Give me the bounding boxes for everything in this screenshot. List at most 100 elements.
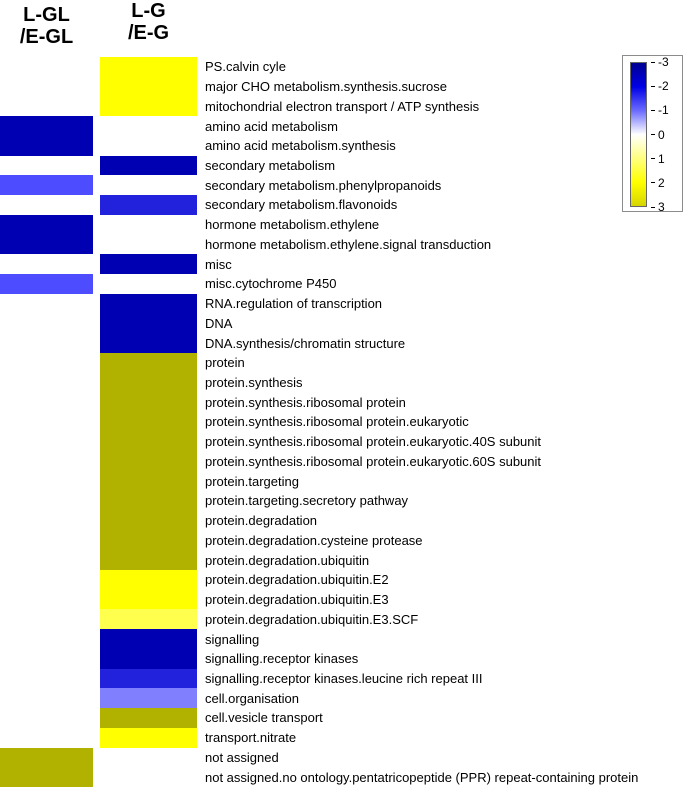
heatmap-cell-L-G/E-G — [100, 510, 197, 531]
legend-tick-mark — [651, 206, 655, 208]
row-label: secondary metabolism.phenylpropanoids — [205, 177, 442, 193]
heatmap-cell-L-G/E-G — [100, 96, 197, 117]
heatmap-cell-L-GL/E-GL — [0, 747, 93, 768]
heatmap-cell-L-G/E-G — [100, 293, 197, 314]
legend-tick: 0 — [651, 128, 665, 142]
row-label: protein.synthesis.ribosomal protein — [205, 394, 406, 410]
column-header-line1: L-G — [131, 0, 166, 22]
heatmap-row: not assigned — [0, 747, 685, 768]
heatmap-cell-L-G/E-G — [100, 648, 197, 669]
heatmap-cell-L-G/E-G — [100, 136, 197, 156]
row-label: protein.synthesis.ribosomal protein.euka… — [205, 453, 542, 469]
heatmap-row: RNA.regulation of transcription — [0, 293, 685, 314]
heatmap-cell-L-G/E-G — [100, 708, 197, 728]
row-label: RNA.regulation of transcription — [205, 296, 383, 312]
heatmap-cell-L-G/E-G — [100, 530, 197, 551]
heatmap-cell-L-GL/E-GL — [0, 471, 93, 491]
heatmap-cell-L-GL/E-GL — [0, 77, 93, 97]
heatmap-row: protein.degradation.ubiquitin — [0, 550, 685, 570]
legend-tick-mark — [651, 182, 655, 184]
row-label: hormone metabolism.ethylene — [205, 217, 380, 233]
heatmap-row: protein.degradation — [0, 510, 685, 531]
row-label: protein.degradation.ubiquitin.E3 — [205, 592, 389, 608]
heatmap-cell-L-G/E-G — [100, 767, 197, 787]
heatmap-cell-L-G/E-G — [100, 274, 197, 294]
heatmap-cell-L-GL/E-GL — [0, 254, 93, 274]
heatmap-cell-L-GL/E-GL — [0, 629, 93, 649]
heatmap-cell-L-G/E-G — [100, 254, 197, 275]
heatmap-cell-L-GL/E-GL — [0, 432, 93, 452]
row-label: secondary metabolism.flavonoids — [205, 197, 398, 213]
legend-ticks: -3 -2 -1 0 1 2 3 — [623, 55, 682, 214]
heatmap-cell-L-G/E-G — [100, 471, 197, 492]
heatmap-cell-L-GL/E-GL — [0, 669, 93, 689]
heatmap-cell-L-G/E-G — [100, 412, 197, 432]
row-label: amino acid metabolism — [205, 118, 338, 134]
row-label: transport.nitrate — [205, 730, 297, 746]
heatmap-cell-L-GL/E-GL — [0, 294, 93, 314]
row-label: signalling.receptor kinases — [205, 651, 359, 667]
heatmap-cell-L-G/E-G — [100, 313, 197, 334]
heatmap-row: protein.synthesis.ribosomal protein.euka… — [0, 431, 685, 452]
heatmap-row: signalling.receptor kinases — [0, 648, 685, 669]
heatmap-cell-L-GL/E-GL — [0, 708, 93, 728]
row-label: protein.synthesis — [205, 375, 303, 391]
heatmap-cell-L-GL/E-GL — [0, 353, 93, 373]
heatmap-cell-L-G/E-G — [100, 569, 197, 590]
heatmap-cell-L-G/E-G — [100, 727, 197, 748]
row-label: signalling — [205, 631, 260, 647]
legend-tick: 2 — [651, 176, 665, 190]
legend-tick-label: -1 — [658, 103, 669, 118]
row-label: misc.cytochrome P450 — [205, 276, 337, 292]
row-label: amino acid metabolism.synthesis — [205, 138, 396, 154]
heatmap-row: cell.organisation — [0, 688, 685, 709]
heatmap-row: secondary metabolism.phenylpropanoids — [0, 175, 685, 196]
legend-tick-mark — [651, 61, 655, 63]
heatmap-row: amino acid metabolism.synthesis — [0, 135, 685, 156]
legend-tick-label: 3 — [658, 200, 665, 214]
heatmap-cell-L-G/E-G — [100, 175, 197, 195]
heatmap-cell-L-GL/E-GL — [0, 570, 93, 590]
legend-tick: -3 — [651, 55, 669, 69]
heatmap-cell-L-GL/E-GL — [0, 96, 93, 116]
heatmap-cell-L-GL/E-GL — [0, 313, 93, 333]
heatmap-cell-L-GL/E-GL — [0, 373, 93, 393]
legend-tick: -1 — [651, 103, 669, 117]
legend-tick-mark — [651, 134, 655, 135]
legend-tick: -2 — [651, 79, 669, 93]
row-label: hormone metabolism.ethylene.signal trans… — [205, 236, 492, 252]
legend-tick-label: 0 — [658, 127, 665, 142]
legend-gradient-bar — [630, 62, 647, 207]
heatmap-row: protein.degradation.cysteine protease — [0, 530, 685, 551]
row-label: protein.targeting.secretory pathway — [205, 493, 409, 509]
heatmap-cell-L-G/E-G — [100, 431, 197, 452]
heatmap-cell-L-G/E-G — [100, 668, 197, 689]
heatmap-cell-L-GL/E-GL — [0, 531, 93, 551]
heatmap-row: major CHO metabolism.synthesis.sucrose — [0, 76, 685, 97]
heatmap-row: hormone metabolism.ethylene — [0, 214, 685, 235]
row-label: PS.calvin cyle — [205, 59, 286, 75]
heatmap-row: misc.cytochrome P450 — [0, 274, 685, 294]
heatmap-row: protein.synthesis.ribosomal protein.euka… — [0, 412, 685, 432]
heatmap-cell-L-GL/E-GL — [0, 728, 93, 748]
heatmap-cell-L-G/E-G — [100, 491, 197, 511]
heatmap-row: PS.calvin cyle — [0, 57, 685, 77]
legend-tick-label: 2 — [658, 175, 665, 190]
heatmap-cell-L-G/E-G — [100, 195, 197, 215]
legend-tick-mark — [651, 85, 655, 87]
heatmap-row: protein.degradation.ubiquitin.E3.SCF — [0, 609, 685, 630]
heatmap-cell-L-GL/E-GL — [0, 116, 93, 136]
heatmap-row: protein.degradation.ubiquitin.E3 — [0, 589, 685, 610]
heatmap-row: protein.targeting — [0, 471, 685, 492]
row-label: mitochondrial electron transport / ATP s… — [205, 98, 480, 114]
heatmap-cell-L-G/E-G — [100, 451, 197, 472]
heatmap-row: transport.nitrate — [0, 727, 685, 748]
row-label: misc — [205, 256, 232, 272]
heatmap-cell-L-GL/E-GL — [0, 214, 93, 235]
heatmap-cell-L-G/E-G — [100, 550, 197, 570]
heatmap-row: DNA — [0, 313, 685, 334]
heatmap-row: protein.synthesis.ribosomal protein.euka… — [0, 451, 685, 472]
heatmap-cell-L-G/E-G — [100, 688, 197, 709]
row-label: major CHO metabolism.synthesis.sucrose — [205, 79, 448, 95]
